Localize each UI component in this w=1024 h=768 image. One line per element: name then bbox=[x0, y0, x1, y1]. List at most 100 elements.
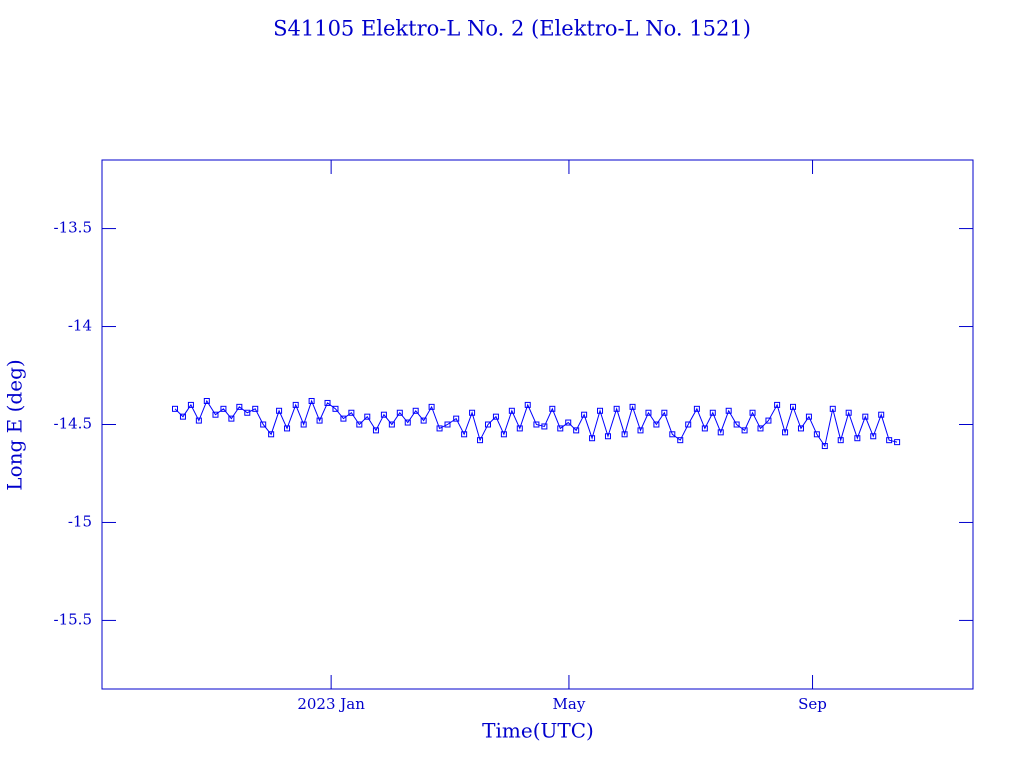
data-point bbox=[629, 403, 636, 410]
data-point bbox=[557, 425, 564, 432]
data-point bbox=[894, 439, 901, 446]
data-point bbox=[829, 405, 836, 412]
data-point bbox=[862, 413, 869, 420]
y-tick-label: -14 bbox=[68, 317, 92, 335]
data-point bbox=[508, 407, 515, 414]
data-point bbox=[300, 421, 307, 428]
y-axis-label: Long E (deg) bbox=[3, 359, 27, 490]
data-point bbox=[765, 417, 772, 424]
data-point bbox=[252, 405, 259, 412]
data-point bbox=[348, 409, 355, 416]
data-point bbox=[565, 419, 572, 426]
data-point bbox=[524, 401, 531, 408]
data-point bbox=[244, 409, 251, 416]
data-point bbox=[573, 427, 580, 434]
data-point bbox=[533, 421, 540, 428]
data-point bbox=[821, 443, 828, 450]
data-point bbox=[477, 437, 484, 444]
data-point bbox=[549, 405, 556, 412]
x-axis-label: Time(UTC) bbox=[482, 719, 594, 743]
data-point bbox=[741, 427, 748, 434]
data-point bbox=[380, 411, 387, 418]
data-point bbox=[677, 437, 684, 444]
series-line bbox=[174, 399, 898, 448]
data-point bbox=[693, 405, 700, 412]
data-point bbox=[589, 435, 596, 442]
data-point bbox=[757, 425, 764, 432]
data-point bbox=[372, 427, 379, 434]
data-point bbox=[845, 409, 852, 416]
data-point bbox=[484, 421, 491, 428]
data-point bbox=[172, 405, 179, 412]
data-point bbox=[203, 397, 210, 404]
data-point bbox=[645, 409, 652, 416]
data-point bbox=[396, 409, 403, 416]
data-point bbox=[420, 417, 427, 424]
data-point bbox=[717, 429, 724, 436]
data-point bbox=[492, 413, 499, 420]
data-point bbox=[837, 437, 844, 444]
data-point bbox=[621, 431, 628, 438]
data-point bbox=[292, 401, 299, 408]
data-point bbox=[669, 431, 676, 438]
data-point bbox=[516, 425, 523, 432]
data-point bbox=[236, 403, 243, 410]
data-point bbox=[597, 407, 604, 414]
data-point bbox=[701, 425, 708, 432]
data-point bbox=[324, 399, 331, 406]
data-point bbox=[444, 421, 451, 428]
data-point bbox=[790, 403, 797, 410]
chart-title: S41105 Elektro-L No. 2 (Elektro-L No. 15… bbox=[273, 17, 751, 41]
data-point bbox=[461, 431, 468, 438]
data-point bbox=[453, 415, 460, 422]
data-point bbox=[637, 427, 644, 434]
data-point bbox=[187, 401, 194, 408]
data-point bbox=[870, 433, 877, 440]
data-point bbox=[404, 419, 411, 426]
data-point bbox=[332, 405, 339, 412]
data-point bbox=[364, 413, 371, 420]
data-point bbox=[653, 421, 660, 428]
data-point bbox=[340, 415, 347, 422]
data-point bbox=[268, 431, 275, 438]
data-point bbox=[228, 415, 235, 422]
data-point bbox=[709, 409, 716, 416]
data-point bbox=[886, 437, 893, 444]
data-point bbox=[541, 423, 548, 430]
data-point bbox=[284, 425, 291, 432]
data-point bbox=[733, 421, 740, 428]
data-point bbox=[797, 425, 804, 432]
data-point bbox=[774, 401, 781, 408]
data-point bbox=[195, 417, 202, 424]
data-point bbox=[260, 421, 267, 428]
y-tick-label: -15 bbox=[68, 512, 92, 530]
data-point bbox=[604, 433, 611, 440]
x-tick-label: Sep bbox=[798, 695, 827, 713]
data-point bbox=[316, 417, 323, 424]
y-tick-label: -14.5 bbox=[54, 415, 92, 433]
data-point bbox=[179, 413, 186, 420]
data-point bbox=[308, 397, 315, 404]
data-point bbox=[428, 403, 435, 410]
data-point bbox=[220, 405, 227, 412]
data-point bbox=[469, 409, 476, 416]
data-point bbox=[412, 407, 419, 414]
data-point bbox=[661, 409, 668, 416]
data-point bbox=[436, 425, 443, 432]
y-tick-label: -13.5 bbox=[54, 219, 92, 237]
data-point bbox=[805, 413, 812, 420]
data-point bbox=[685, 421, 692, 428]
x-tick-label: 2023 Jan bbox=[297, 695, 365, 713]
data-point bbox=[388, 421, 395, 428]
data-point bbox=[749, 409, 756, 416]
data-point bbox=[854, 435, 861, 442]
data-point bbox=[581, 411, 588, 418]
data-point bbox=[725, 407, 732, 414]
data-point bbox=[878, 411, 885, 418]
data-point bbox=[613, 405, 620, 412]
y-tick-label: -15.5 bbox=[54, 610, 92, 628]
x-tick-label: May bbox=[553, 695, 586, 713]
data-point bbox=[212, 411, 219, 418]
